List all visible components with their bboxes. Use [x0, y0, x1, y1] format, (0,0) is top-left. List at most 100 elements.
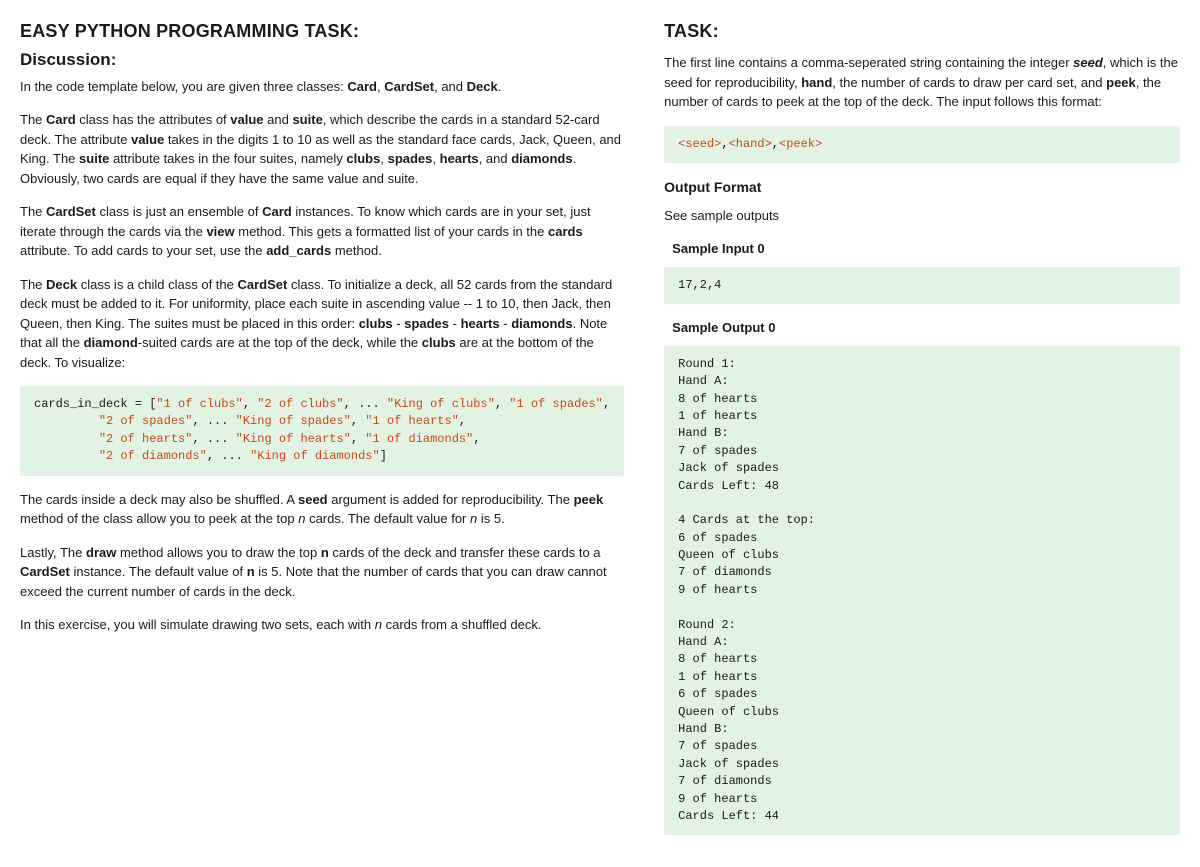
- text: , the number of cards to draw per card s…: [832, 75, 1106, 90]
- bold: hearts: [440, 151, 479, 166]
- code-cards-in-deck: cards_in_deck = ["1 of clubs", "2 of clu…: [20, 386, 624, 476]
- para-exercise: In this exercise, you will simulate draw…: [20, 615, 624, 635]
- bold: view: [206, 224, 234, 239]
- para-deck: The Deck class is a child class of the C…: [20, 275, 624, 373]
- bold: hand: [801, 75, 832, 90]
- heading-output-format: Output Format: [664, 177, 1180, 198]
- bold: n: [321, 545, 329, 560]
- code-input-format: <seed>,<hand>,<peek>: [664, 126, 1180, 163]
- bold: n: [247, 564, 255, 579]
- bold: hearts: [461, 316, 500, 331]
- text: In the code template below, you are give…: [20, 79, 347, 94]
- text: cards. The default value for: [305, 511, 470, 526]
- code-sample-input: 17,2,4: [664, 267, 1180, 304]
- text: .: [498, 79, 502, 94]
- code-string: "1 of hearts": [365, 414, 459, 428]
- text: -suited cards are at the top of the deck…: [138, 335, 422, 350]
- bold: clubs: [359, 316, 393, 331]
- bold: CardSet: [20, 564, 70, 579]
- code-text: ,: [603, 397, 610, 411]
- bold: CardSet: [238, 277, 288, 292]
- italic: n: [375, 617, 382, 632]
- code-string: "1 of clubs": [156, 397, 242, 411]
- code-text: cards_in_deck = [: [34, 397, 156, 411]
- text: and: [264, 112, 293, 127]
- text: class is just an ensemble of: [96, 204, 262, 219]
- code-text: ]: [380, 449, 387, 463]
- bold: draw: [86, 545, 116, 560]
- text: attribute takes in the four suites, name…: [109, 151, 346, 166]
- class-card: Card: [347, 79, 377, 94]
- text: ,: [432, 151, 439, 166]
- text: class is a child class of the: [77, 277, 237, 292]
- text: -: [500, 316, 512, 331]
- bold: CardSet: [46, 204, 96, 219]
- bold: suite: [292, 112, 322, 127]
- text: In this exercise, you will simulate draw…: [20, 617, 375, 632]
- text: The: [20, 277, 46, 292]
- heading-task: TASK:: [664, 18, 1180, 45]
- code-sample-output: Round 1: Hand A: 8 of hearts 1 of hearts…: [664, 346, 1180, 836]
- code-text: ,: [351, 414, 365, 428]
- code-indent: [34, 449, 99, 463]
- bold: Card: [262, 204, 292, 219]
- para-draw: Lastly, The draw method allows you to dr…: [20, 543, 624, 602]
- text: Lastly, The: [20, 545, 86, 560]
- bold: diamond: [84, 335, 138, 350]
- code-text: ,: [721, 137, 728, 151]
- code-text: , ...: [344, 397, 387, 411]
- code-indent: [34, 414, 99, 428]
- left-column: EASY PYTHON PROGRAMMING TASK: Discussion…: [20, 18, 624, 849]
- text: , and: [479, 151, 512, 166]
- bold: seed: [298, 492, 328, 507]
- para-intro: In the code template below, you are give…: [20, 77, 624, 97]
- text: argument is added for reproducibility. T…: [328, 492, 574, 507]
- bold: add_cards: [266, 243, 331, 258]
- code-text: , ...: [192, 414, 235, 428]
- para-card: The Card class has the attributes of val…: [20, 110, 624, 188]
- text: cards of the deck and transfer these car…: [329, 545, 601, 560]
- bold: diamonds: [511, 151, 572, 166]
- code-string: "King of hearts": [236, 432, 351, 446]
- code-text: , ...: [207, 449, 250, 463]
- right-column: TASK: The first line contains a comma-se…: [664, 18, 1180, 849]
- bold: diamonds: [511, 316, 572, 331]
- code-text: ,: [243, 397, 257, 411]
- code-string: "2 of spades": [99, 414, 193, 428]
- class-cardset: CardSet: [384, 79, 434, 94]
- text: instance. The default value of: [70, 564, 247, 579]
- text: class has the attributes of: [76, 112, 231, 127]
- code-text: ,: [772, 137, 779, 151]
- para-cardset: The CardSet class is just an ensemble of…: [20, 202, 624, 261]
- bold: Card: [46, 112, 76, 127]
- bold: spades: [388, 151, 433, 166]
- code-string: "1 of diamonds": [365, 432, 473, 446]
- text: The cards inside a deck may also be shuf…: [20, 492, 298, 507]
- code-text: ,: [351, 432, 365, 446]
- code-tag: <peek>: [779, 137, 822, 151]
- code-string: "King of clubs": [387, 397, 495, 411]
- bold: spades: [404, 316, 449, 331]
- text: method.: [331, 243, 382, 258]
- text: ,: [380, 151, 387, 166]
- bold: clubs: [346, 151, 380, 166]
- bold: value: [230, 112, 263, 127]
- bold: peek: [574, 492, 604, 507]
- code-indent: [34, 432, 99, 446]
- bold: suite: [79, 151, 109, 166]
- code-string: "1 of spades": [509, 397, 603, 411]
- bold: cards: [548, 224, 583, 239]
- page-root: EASY PYTHON PROGRAMMING TASK: Discussion…: [20, 18, 1180, 849]
- code-string: "2 of hearts": [99, 432, 193, 446]
- text: The: [20, 112, 46, 127]
- text: attribute. To add cards to your set, use…: [20, 243, 266, 258]
- bold-italic: seed: [1073, 55, 1103, 70]
- code-string: "2 of clubs": [257, 397, 343, 411]
- text: , and: [434, 79, 467, 94]
- text: method of the class allow you to peek at…: [20, 511, 298, 526]
- heading-discussion: Discussion:: [20, 47, 624, 73]
- text: method allows you to draw the top: [116, 545, 321, 560]
- heading-sample-input: Sample Input 0: [672, 239, 1180, 259]
- code-text: , ...: [192, 432, 235, 446]
- heading-main: EASY PYTHON PROGRAMMING TASK:: [20, 18, 624, 45]
